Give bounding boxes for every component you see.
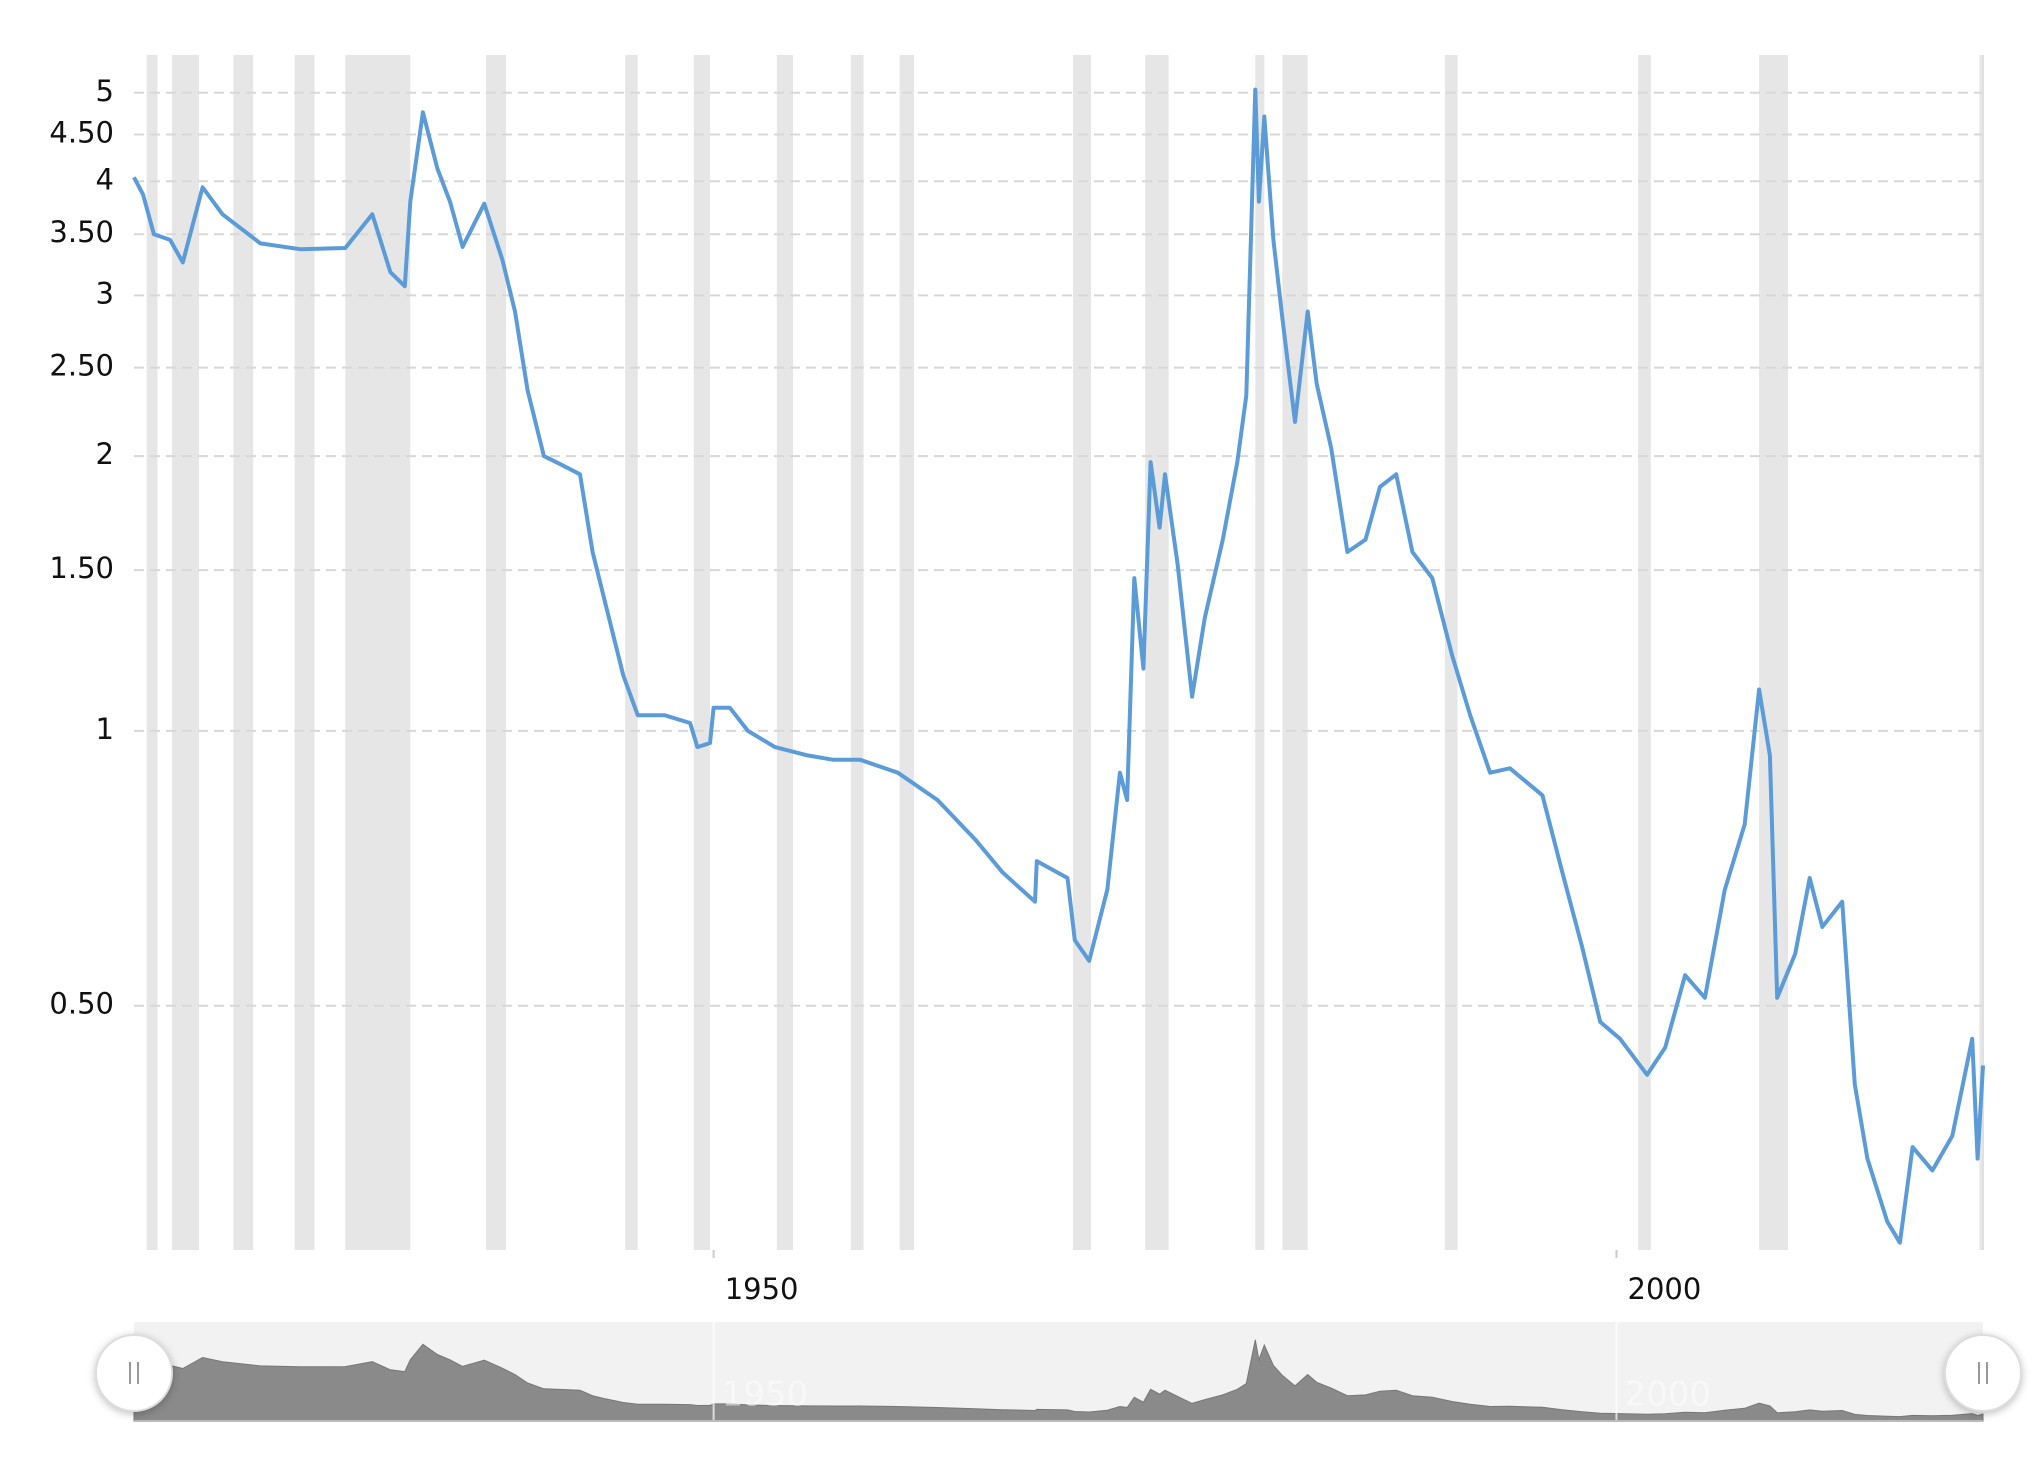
navigator-tick-label: 1950 <box>722 1375 809 1415</box>
recession-band <box>1638 55 1651 1250</box>
recession-band <box>233 55 254 1250</box>
navigator-area <box>133 1339 1984 1422</box>
recession-band <box>1979 55 1983 1250</box>
y-tick-label: 3 <box>96 276 114 310</box>
navigator-handle[interactable] <box>1944 1334 2022 1412</box>
y-tick-label: 3.50 <box>49 215 114 249</box>
line <box>132 87 1985 1245</box>
recession-band <box>345 55 411 1250</box>
recession-band <box>776 55 794 1250</box>
recession-band <box>625 55 638 1250</box>
y-tick-label: 4.50 <box>49 116 114 150</box>
recession-band <box>850 55 864 1250</box>
recession-band <box>693 55 711 1250</box>
recession-band <box>1282 55 1308 1250</box>
recession-band <box>1759 55 1788 1250</box>
recession-band <box>146 55 158 1250</box>
y-tick-label: 1 <box>96 712 114 746</box>
recession-band <box>1072 55 1092 1250</box>
y-tick-label: 2 <box>96 437 114 471</box>
y-tick-label: 1.50 <box>49 551 114 585</box>
y-tick-label: 0.50 <box>49 987 114 1021</box>
y-tick-label: 2.50 <box>49 349 114 383</box>
y-tick-label: 4 <box>96 162 114 196</box>
x-tick-label: 1950 <box>725 1272 799 1306</box>
y-tick-label: 5 <box>96 74 114 108</box>
navigator-tick-label: 2000 <box>1624 1375 1711 1415</box>
recession-band <box>899 55 915 1250</box>
recession-band <box>486 55 506 1250</box>
recession-band <box>1255 55 1265 1250</box>
navigator-handle[interactable] <box>95 1334 173 1412</box>
x-tick-label: 2000 <box>1628 1272 1702 1306</box>
recession-band <box>294 55 315 1250</box>
recession-band <box>1145 55 1169 1250</box>
